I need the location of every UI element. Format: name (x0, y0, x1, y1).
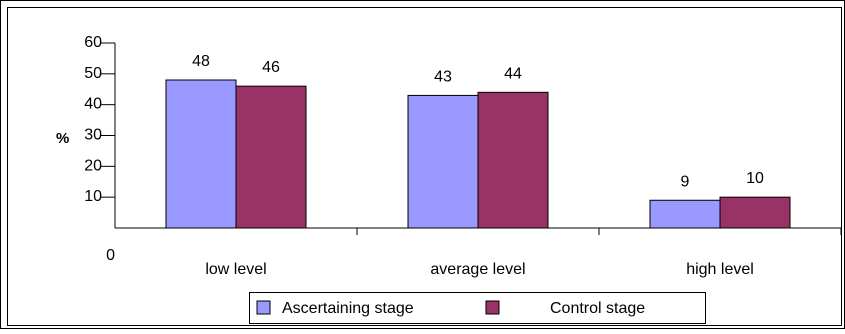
bar (165, 79, 237, 229)
y-tick-label: 10 (84, 188, 102, 205)
data-label: 48 (192, 53, 210, 70)
data-label: 9 (681, 173, 690, 190)
data-label: 46 (262, 59, 280, 76)
legend-label: Control stage (550, 300, 645, 317)
y-tick-label: 0 (106, 247, 115, 264)
category-label: high level (686, 261, 754, 278)
bar (649, 199, 721, 229)
y-tick-label: 40 (84, 96, 102, 113)
data-label: 44 (504, 65, 522, 82)
y-tick-label: 60 (84, 34, 102, 51)
legend-box (249, 292, 706, 324)
data-label: 10 (746, 170, 764, 187)
legend-swatch (256, 300, 271, 315)
category-label: low level (205, 261, 266, 278)
bar (719, 196, 791, 229)
bar (407, 94, 479, 229)
bar (477, 91, 549, 229)
inner-border (7, 7, 842, 326)
bar (235, 85, 307, 229)
axes-group: 0 10 20 30 40 50 60 (84, 34, 842, 264)
legend-swatch (485, 300, 500, 315)
y-axis-label: % (56, 130, 69, 147)
category-label: average level (430, 261, 525, 278)
y-tick-label: 20 (84, 157, 102, 174)
bars-group (165, 79, 791, 229)
y-tick-label: 50 (84, 65, 102, 82)
data-label: 43 (434, 68, 452, 85)
legend: Ascertaining stage Control stage (249, 292, 706, 324)
legend-label: Ascertaining stage (282, 300, 414, 317)
labels-group: 48 46 low level 43 44 average level 9 10 high le… (192, 53, 764, 278)
y-tick-label: 30 (84, 127, 102, 144)
